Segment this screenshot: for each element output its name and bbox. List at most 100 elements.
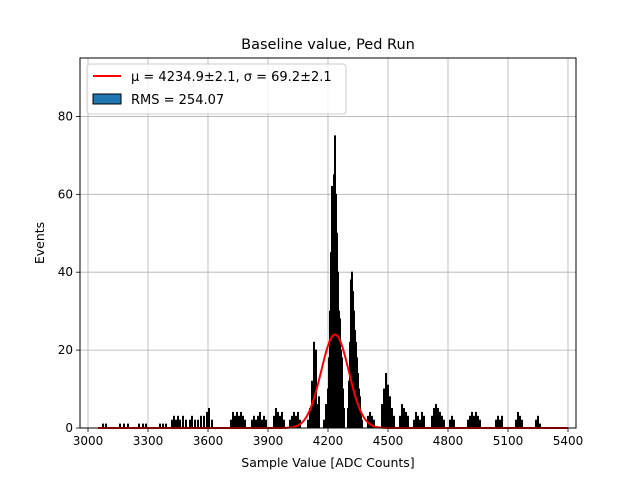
histogram-bar	[191, 415, 193, 429]
histogram-bar	[265, 419, 267, 429]
histogram-bar	[293, 411, 295, 429]
histogram-bar	[182, 415, 184, 429]
histogram-bar	[232, 411, 234, 429]
histogram-bar	[535, 419, 537, 429]
histogram-bars	[102, 135, 541, 429]
histogram-bar	[435, 404, 437, 429]
x-tick-label: 3600	[193, 434, 224, 448]
histogram-bar	[389, 396, 391, 429]
legend-rms-patch	[92, 93, 122, 105]
histogram-bar	[443, 419, 445, 429]
y-axis-ticks: 0 20 40 60 80	[58, 109, 80, 435]
x-tick-label: 3000	[73, 434, 104, 448]
histogram-bar	[437, 408, 439, 429]
y-tick-label: 40	[58, 265, 73, 279]
histogram-bar	[515, 419, 517, 429]
histogram-bar	[405, 411, 407, 429]
histogram-bar	[259, 411, 261, 429]
histogram-bar	[383, 388, 385, 429]
histogram-bar	[517, 411, 519, 429]
histogram-bar	[497, 415, 499, 429]
x-tick-label: 5400	[553, 434, 584, 448]
histogram-bar	[385, 372, 387, 429]
histogram-bar	[391, 408, 393, 429]
histogram-bar	[441, 415, 443, 429]
histogram-bar	[261, 419, 263, 429]
legend-box	[86, 63, 347, 115]
histogram-bar	[473, 415, 475, 429]
histogram-bar	[242, 415, 244, 429]
grid-lines	[80, 58, 576, 429]
histogram-bar	[244, 419, 246, 429]
x-tick-label: 4800	[433, 434, 464, 448]
histogram-bar	[403, 408, 405, 429]
histogram-bar	[179, 419, 181, 429]
histogram-bar	[323, 419, 325, 429]
histogram-bar	[519, 415, 521, 429]
y-axis-label: Events	[32, 222, 47, 264]
histogram-bar	[499, 419, 501, 429]
histogram-bar	[325, 404, 327, 429]
x-tick-label: 4500	[373, 434, 404, 448]
histogram-bar	[273, 415, 275, 429]
histogram-bar	[415, 411, 417, 429]
histogram-bar	[263, 415, 265, 429]
histogram-bar	[197, 419, 199, 429]
histogram-bar	[537, 415, 539, 429]
histogram-bar	[423, 415, 425, 429]
legend-fit-label: μ = 4234.9±2.1, σ = 69.2±2.1	[131, 70, 332, 85]
x-tick-label: 3300	[133, 434, 164, 448]
histogram-bar	[173, 415, 175, 429]
histogram-bar	[238, 415, 240, 429]
histogram-bar	[171, 419, 173, 429]
histogram-bar	[313, 341, 315, 429]
y-tick-label: 80	[58, 109, 73, 123]
histogram-bar	[475, 411, 477, 429]
y-tick-label: 20	[58, 343, 73, 357]
histogram-bar	[501, 415, 503, 429]
histogram-bar	[407, 415, 409, 429]
histogram-bar	[361, 419, 363, 429]
histogram-bar	[251, 419, 253, 429]
histogram-bar	[393, 415, 395, 429]
histogram-bar	[421, 411, 423, 429]
y-tick-label: 0	[65, 421, 73, 435]
histogram-bar	[381, 404, 383, 429]
histogram-bar	[307, 419, 309, 429]
histogram-bar	[230, 419, 232, 429]
histogram-bar	[208, 408, 210, 429]
histogram-bar	[253, 415, 255, 429]
x-tick-label: 5100	[493, 434, 524, 448]
histogram-bar	[417, 415, 419, 429]
histogram-bar	[177, 415, 179, 429]
histogram-bar	[343, 408, 345, 429]
histogram-bar	[439, 411, 441, 429]
histogram-bar	[257, 415, 259, 429]
x-axis-label: Sample Value [ADC Counts]	[241, 455, 414, 470]
histogram-bar	[453, 419, 455, 429]
histogram-bar	[413, 419, 415, 429]
x-tick-label: 4200	[313, 434, 344, 448]
histogram-bar	[431, 415, 433, 429]
histogram-bar	[185, 419, 187, 429]
histogram-bar	[495, 419, 497, 429]
histogram-bar	[401, 404, 403, 429]
histogram-bar	[277, 411, 279, 429]
histogram-bar	[240, 411, 242, 429]
histogram-bar	[387, 384, 389, 429]
histogram-bar	[467, 419, 469, 429]
legend-rms-label: RMS = 254.07	[131, 93, 224, 108]
histogram-bar	[316, 404, 319, 429]
histogram-bar	[471, 411, 473, 429]
x-axis-ticks: 3000 3300 3600 3900 4200 4500 4800 5100 5400	[73, 428, 584, 448]
histogram-bar	[318, 396, 320, 429]
histogram-bar	[200, 415, 202, 429]
histogram-bar	[433, 408, 435, 429]
x-tick-label: 3900	[253, 434, 284, 448]
histogram-bar	[449, 419, 451, 429]
histogram-bar	[369, 411, 371, 429]
histogram-bar	[234, 415, 236, 429]
histogram-bar	[281, 411, 283, 429]
histogram-bar	[236, 411, 238, 429]
